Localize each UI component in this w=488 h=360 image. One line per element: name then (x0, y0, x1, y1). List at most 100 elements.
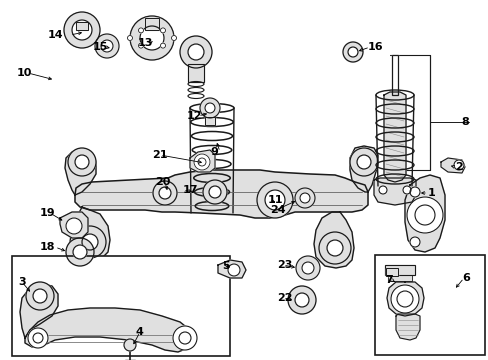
Circle shape (173, 326, 197, 350)
Bar (145, 18, 159, 30)
Text: 8: 8 (460, 117, 468, 127)
Circle shape (299, 193, 309, 203)
Circle shape (356, 155, 370, 169)
Circle shape (33, 289, 47, 303)
Circle shape (187, 44, 203, 60)
Text: 6: 6 (461, 273, 469, 283)
Polygon shape (75, 170, 367, 218)
Polygon shape (349, 146, 377, 192)
Circle shape (68, 148, 96, 176)
Circle shape (453, 160, 463, 170)
Polygon shape (60, 212, 88, 238)
Circle shape (326, 240, 342, 256)
Text: 18: 18 (40, 242, 55, 252)
Circle shape (75, 155, 89, 169)
Text: 20: 20 (155, 177, 170, 187)
Polygon shape (313, 212, 353, 268)
Text: 4: 4 (135, 327, 142, 337)
Text: 17: 17 (183, 185, 198, 195)
Text: 11: 11 (267, 195, 283, 205)
Circle shape (28, 328, 48, 348)
Polygon shape (386, 282, 423, 316)
Polygon shape (395, 314, 419, 340)
Circle shape (160, 28, 165, 33)
Bar (384, 265, 414, 275)
Circle shape (200, 98, 220, 118)
Circle shape (204, 103, 215, 113)
Circle shape (318, 232, 350, 264)
Circle shape (180, 36, 212, 68)
Circle shape (194, 154, 209, 170)
Circle shape (138, 43, 143, 48)
Bar (387, 275, 411, 281)
Circle shape (130, 16, 174, 60)
Polygon shape (373, 178, 415, 205)
Text: 1: 1 (427, 188, 435, 198)
Bar (76, 22, 88, 30)
Polygon shape (20, 284, 58, 338)
Text: 10: 10 (17, 68, 32, 78)
Polygon shape (70, 207, 110, 262)
Circle shape (160, 43, 165, 48)
Circle shape (294, 188, 314, 208)
Polygon shape (218, 260, 245, 278)
Circle shape (396, 291, 412, 307)
Circle shape (101, 40, 113, 52)
Circle shape (257, 182, 292, 218)
Circle shape (124, 339, 136, 351)
Bar (374, 255, 484, 355)
Text: 24: 24 (269, 205, 285, 215)
Circle shape (287, 286, 315, 314)
Bar (204, 117, 215, 125)
Bar (374, 255, 484, 355)
Circle shape (66, 238, 94, 266)
Circle shape (26, 282, 54, 310)
Circle shape (208, 186, 221, 198)
Circle shape (349, 148, 377, 176)
Bar (12, 256, 229, 356)
Circle shape (66, 218, 82, 234)
Circle shape (203, 180, 226, 204)
Circle shape (414, 205, 434, 225)
Text: 3: 3 (18, 277, 25, 287)
Bar (385, 268, 397, 276)
Text: 2: 2 (454, 162, 462, 172)
Circle shape (347, 47, 357, 57)
Circle shape (302, 262, 313, 274)
Circle shape (33, 333, 43, 343)
Polygon shape (440, 158, 464, 173)
Circle shape (140, 26, 163, 50)
Circle shape (127, 36, 132, 41)
Bar (384, 265, 414, 275)
Circle shape (378, 186, 386, 194)
Circle shape (227, 264, 240, 276)
Text: 21: 21 (152, 150, 167, 160)
Bar (385, 268, 397, 276)
Text: 12: 12 (186, 111, 202, 121)
Text: 22: 22 (276, 293, 292, 303)
Polygon shape (190, 150, 215, 172)
Bar (12, 256, 229, 356)
Circle shape (82, 234, 98, 250)
Circle shape (95, 34, 119, 58)
Circle shape (64, 12, 100, 48)
Circle shape (295, 256, 319, 280)
Circle shape (294, 293, 308, 307)
Text: 23: 23 (276, 260, 292, 270)
Bar (76, 22, 88, 30)
Circle shape (153, 181, 177, 205)
Circle shape (171, 36, 176, 41)
Circle shape (198, 158, 205, 166)
Circle shape (159, 187, 171, 199)
Circle shape (409, 187, 419, 197)
Circle shape (138, 28, 143, 33)
Text: 16: 16 (367, 42, 383, 52)
Polygon shape (25, 308, 192, 352)
Circle shape (409, 237, 419, 247)
Bar (387, 275, 411, 281)
Bar (204, 117, 215, 125)
Text: 9: 9 (209, 147, 218, 157)
Text: 7: 7 (384, 275, 392, 285)
Circle shape (72, 20, 92, 40)
Polygon shape (383, 92, 405, 182)
